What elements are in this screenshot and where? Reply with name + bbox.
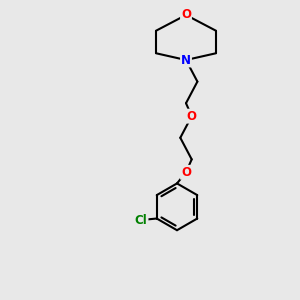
Text: O: O	[187, 110, 197, 123]
Text: Cl: Cl	[135, 214, 148, 226]
Text: O: O	[181, 8, 191, 22]
Text: O: O	[181, 166, 191, 179]
Text: N: N	[181, 53, 191, 67]
